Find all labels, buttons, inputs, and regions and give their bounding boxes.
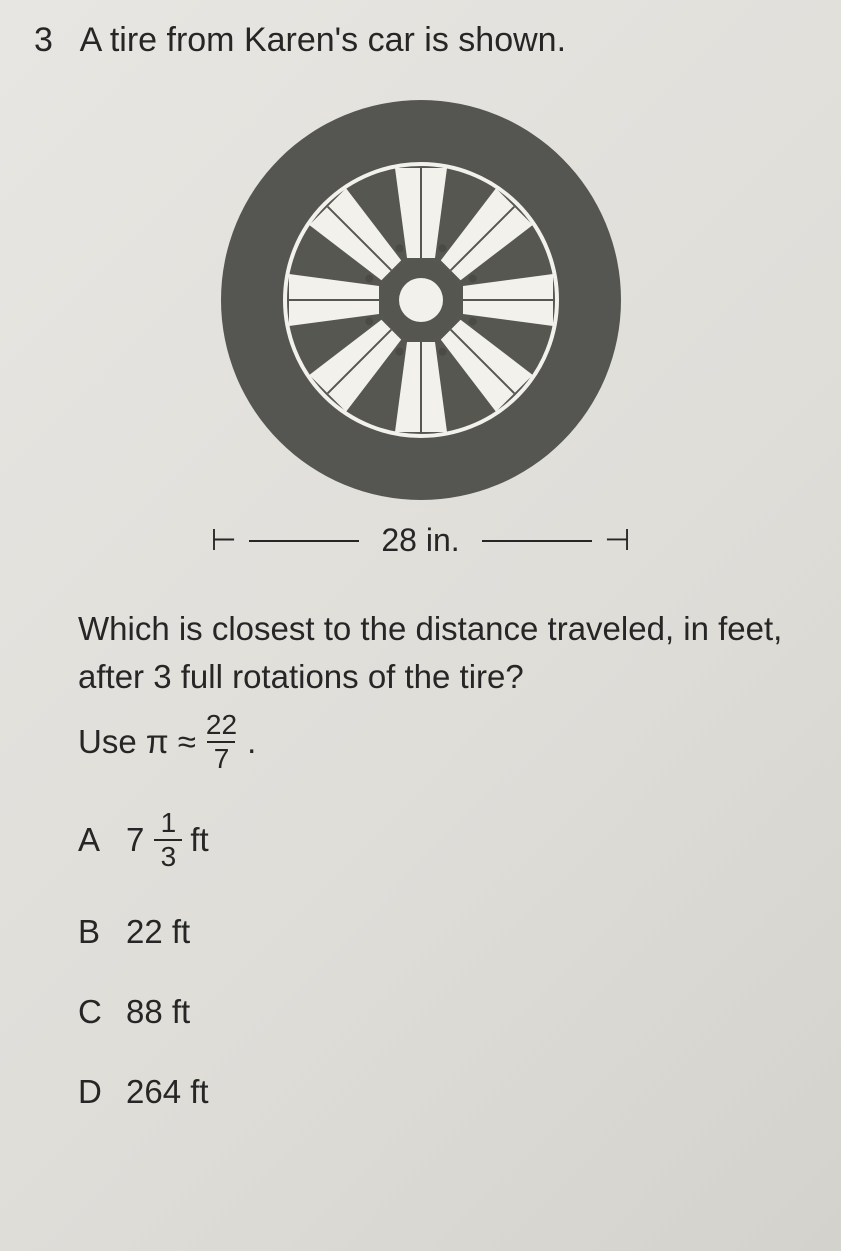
choice-letter: B bbox=[78, 913, 126, 951]
choice-text: 88 ft bbox=[126, 993, 190, 1031]
choice-letter: A bbox=[78, 821, 126, 859]
dim-right-tick: ⊣ bbox=[604, 526, 630, 556]
choice-c[interactable]: C88 ft bbox=[78, 993, 807, 1031]
question-number: 3 bbox=[34, 18, 72, 62]
choice-letter: C bbox=[78, 993, 126, 1031]
choice-letter: D bbox=[78, 1073, 126, 1111]
choice-d[interactable]: D264 ft bbox=[78, 1073, 807, 1111]
pi-suffix: . bbox=[247, 723, 256, 761]
choice-b[interactable]: B22 ft bbox=[78, 913, 807, 951]
answer-choices: A713 ftB22 ftC88 ftD264 ft bbox=[78, 809, 807, 1111]
dim-segment-left bbox=[249, 540, 360, 542]
choice-text: 264 ft bbox=[126, 1073, 209, 1111]
choice-text: 713 ft bbox=[126, 809, 209, 871]
question-body: Which is closest to the distance travele… bbox=[78, 605, 799, 701]
question-header: 3 A tire from Karen's car is shown. bbox=[34, 18, 807, 62]
question-prompt: A tire from Karen's car is shown. bbox=[80, 21, 566, 59]
mixed-whole: 7 bbox=[126, 821, 144, 859]
pi-denominator: 7 bbox=[207, 741, 235, 773]
choice-text: 22 ft bbox=[126, 913, 190, 951]
dim-left-tick: ⊢ bbox=[211, 526, 237, 556]
dim-segment-right bbox=[482, 540, 593, 542]
pi-instruction: Use π ≈ 22 7 . bbox=[78, 711, 799, 773]
tire-figure bbox=[34, 90, 807, 510]
choice-unit: ft bbox=[190, 821, 208, 859]
fraction-denominator: 3 bbox=[154, 839, 182, 871]
tire-icon bbox=[211, 90, 631, 510]
page: 3 A tire from Karen's car is shown. ⊢ 28… bbox=[0, 0, 841, 1183]
dimension-line: ⊢ 28 in. ⊣ bbox=[34, 522, 807, 559]
pi-prefix: Use π ≈ bbox=[78, 723, 196, 761]
pi-fraction: 22 7 bbox=[206, 711, 237, 773]
choice-a[interactable]: A713 ft bbox=[78, 809, 807, 871]
mixed-fraction: 13 bbox=[154, 809, 182, 871]
fraction-numerator: 1 bbox=[161, 809, 177, 839]
pi-numerator: 22 bbox=[206, 711, 237, 741]
diameter-label: 28 in. bbox=[371, 522, 469, 559]
